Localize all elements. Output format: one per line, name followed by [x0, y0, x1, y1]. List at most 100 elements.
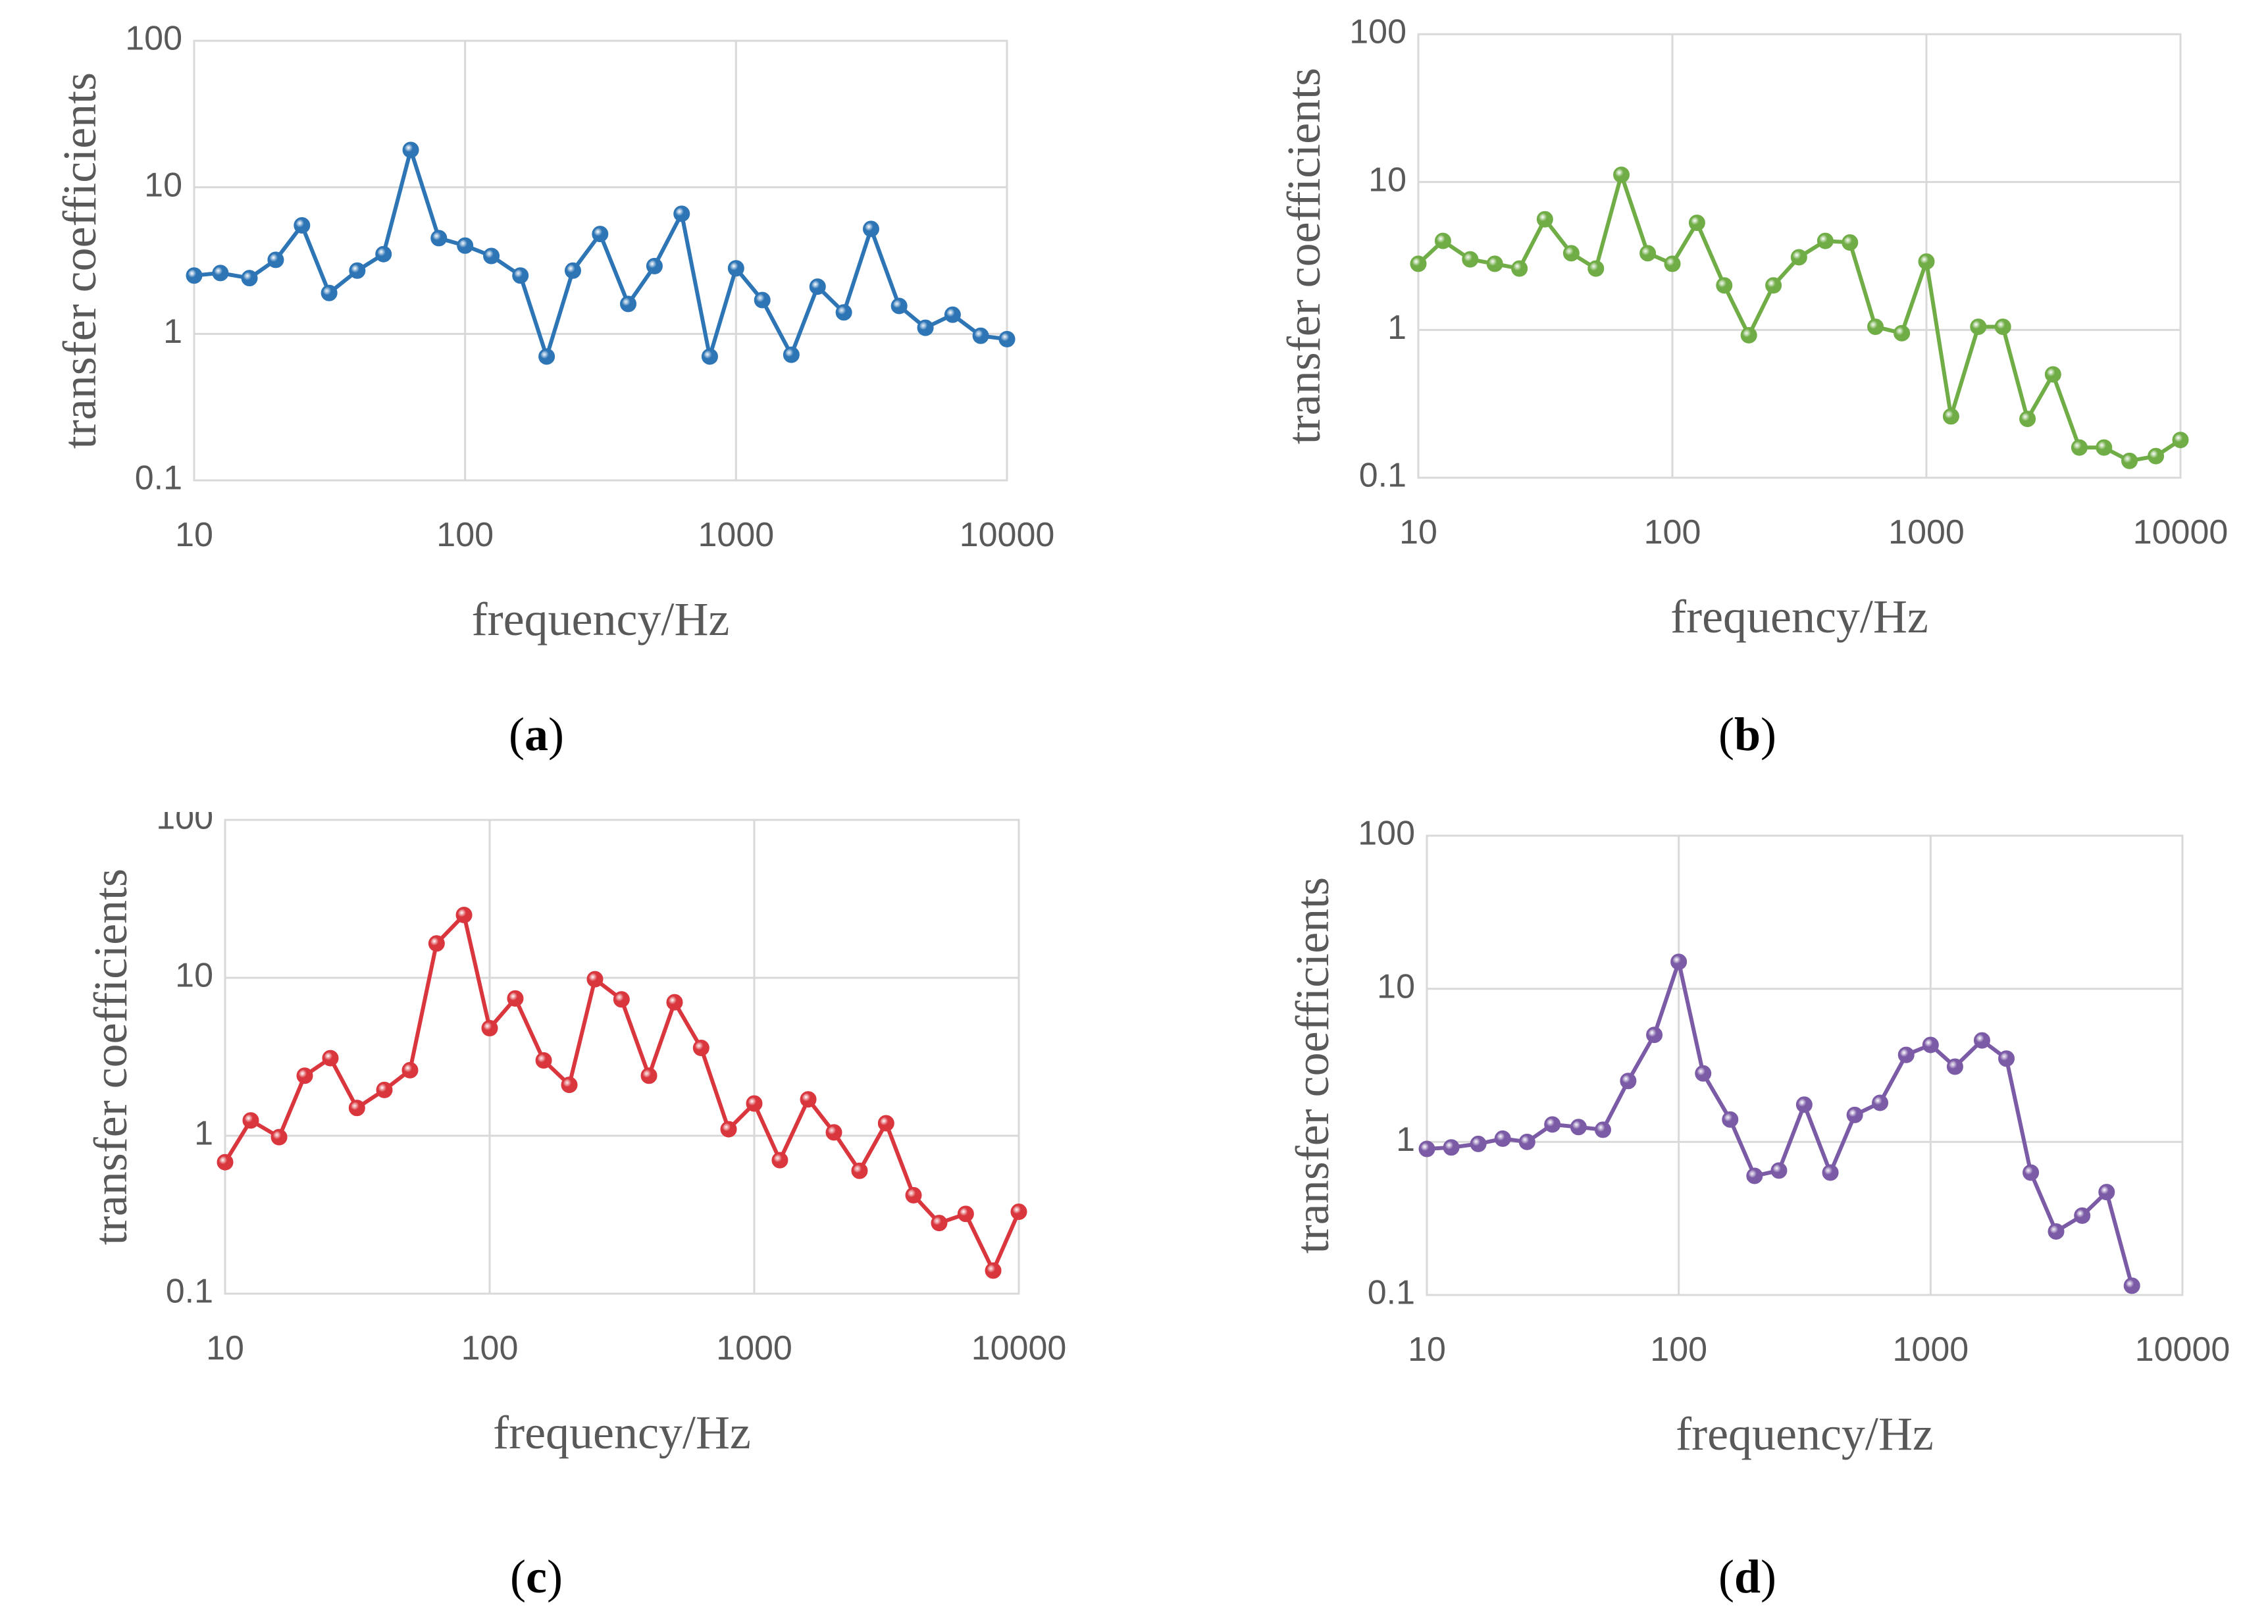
x-tick-label-b: 10000 [2133, 513, 2229, 551]
data-point-d [1998, 1050, 2015, 1067]
data-point-c [507, 990, 524, 1007]
data-point-b [1511, 260, 1528, 277]
data-point-c [1010, 1204, 1027, 1221]
data-point-b [1536, 211, 1553, 228]
data-point-b [1562, 245, 1580, 262]
y-tick-label-a: 100 [125, 20, 182, 58]
y-tick-label-d: 1 [1396, 1121, 1415, 1159]
data-point-c [535, 1052, 552, 1069]
data-point-c [640, 1067, 657, 1084]
data-point-a [809, 278, 826, 295]
data-point-d [1822, 1164, 1839, 1181]
data-point-d [1872, 1094, 1889, 1111]
series-line-d [1426, 959, 2134, 1286]
data-point-a [402, 141, 419, 159]
x-axis-title-d: frequency/Hz [1676, 1408, 1934, 1460]
data-point-d [1746, 1167, 1763, 1184]
data-point-c [401, 1061, 419, 1078]
data-point-b [2096, 439, 2113, 456]
data-point-a [890, 297, 908, 315]
data-point-d [2048, 1223, 2065, 1240]
y-tick-label-c: 0.1 [166, 1273, 213, 1311]
plot-area-d [1426, 834, 2184, 1296]
data-point-c [586, 971, 604, 988]
data-point-c [376, 1081, 393, 1098]
caption-c: (c) [510, 1550, 563, 1603]
data-point-d [1922, 1036, 1939, 1053]
data-point-d [1544, 1116, 1561, 1133]
data-point-b [1918, 253, 1935, 270]
y-tick-label-a: 0.1 [135, 459, 182, 497]
data-point-a [457, 237, 474, 254]
data-point-d [1973, 1032, 1990, 1049]
chart-panel-b: 0.1 1 10 100 10 100 1000 10000 frequency/Hz trans… [1134, 0, 2268, 812]
chart-a-svg: 0.1 1 10 100 10 100 1000 10000 frequency/Hz trans… [53, 20, 1054, 646]
data-point-b [1942, 408, 1959, 425]
data-point-d [1418, 1140, 1435, 1157]
y-tick-label-d: 10 [1377, 967, 1415, 1005]
data-point-c [348, 1100, 365, 1117]
data-point-a [294, 216, 311, 234]
x-tick-label-b: 1000 [1888, 513, 1965, 551]
data-point-b [2121, 452, 2138, 469]
data-point-b [1817, 232, 1834, 249]
caption-a-letter: a [525, 708, 548, 761]
data-point-b [1587, 260, 1605, 277]
y-tick-label-b: 100 [1349, 13, 1406, 51]
data-point-b [1894, 324, 1911, 342]
data-point-b [1613, 166, 1630, 184]
data-point-b [1716, 277, 1733, 294]
data-point-a [646, 257, 663, 274]
data-point-b [2044, 366, 2061, 383]
data-point-a [701, 348, 718, 365]
plot-area-c [224, 819, 1020, 1295]
data-point-a [321, 284, 338, 301]
data-point-b [1994, 318, 2011, 336]
data-point-a [754, 292, 771, 309]
data-point-d [1594, 1121, 1611, 1138]
data-point-c [666, 994, 683, 1011]
y-tick-label-a: 10 [144, 166, 182, 204]
data-point-b [1688, 215, 1705, 232]
chart-c-svg: 0.1 1 10 100 10 100 1000 10000 frequency/Hz trans… [84, 812, 1067, 1459]
data-point-a [267, 251, 284, 268]
y-tick-label-c: 10 [175, 957, 213, 995]
data-point-c [825, 1124, 842, 1141]
data-point-c [877, 1115, 894, 1132]
data-point-d [1770, 1162, 1788, 1179]
data-point-a [592, 226, 609, 243]
data-point-a [349, 262, 366, 279]
y-tick-label-a: 1 [163, 313, 182, 351]
caption-b-letter: b [1734, 708, 1761, 761]
caption-d-letter: d [1734, 1550, 1761, 1603]
data-point-c [746, 1095, 763, 1112]
x-tick-label-a: 10 [175, 516, 213, 554]
data-point-d [1897, 1046, 1915, 1063]
data-point-a [241, 270, 258, 287]
caption-c-letter: c [526, 1550, 547, 1603]
data-point-d [1620, 1073, 1637, 1090]
x-tick-label-a: 1000 [698, 516, 774, 554]
y-tick-label-b: 1 [1387, 309, 1406, 347]
x-axis-title-a: frequency/Hz [472, 593, 730, 646]
data-point-c [481, 1020, 498, 1037]
data-point-b [1434, 232, 1451, 249]
chart-d-svg: 0.1 1 10 100 10 100 1000 10000 frequency/Hz trans… [1286, 815, 2230, 1460]
data-point-c [242, 1112, 259, 1129]
data-point-a [673, 205, 690, 222]
data-point-a [835, 304, 852, 321]
chart-panel-c: 0.1 1 10 100 10 100 1000 10000 frequency/Hz trans… [0, 812, 1134, 1624]
data-point-d [1946, 1058, 1963, 1075]
x-tick-label-a: 100 [436, 516, 494, 554]
x-tick-label-d: 100 [1650, 1331, 1707, 1369]
data-point-d [2023, 1164, 2040, 1181]
data-point-c [561, 1077, 578, 1094]
x-tick-label-c: 10000 [971, 1329, 1067, 1367]
data-point-b [2071, 439, 2088, 456]
series-line-b [1416, 172, 2182, 463]
data-point-a [783, 346, 800, 363]
data-point-a [727, 260, 744, 277]
data-point-c [800, 1091, 817, 1108]
y-axis-title-c: transfer coefficients [84, 869, 137, 1245]
data-point-d [1518, 1133, 1535, 1150]
